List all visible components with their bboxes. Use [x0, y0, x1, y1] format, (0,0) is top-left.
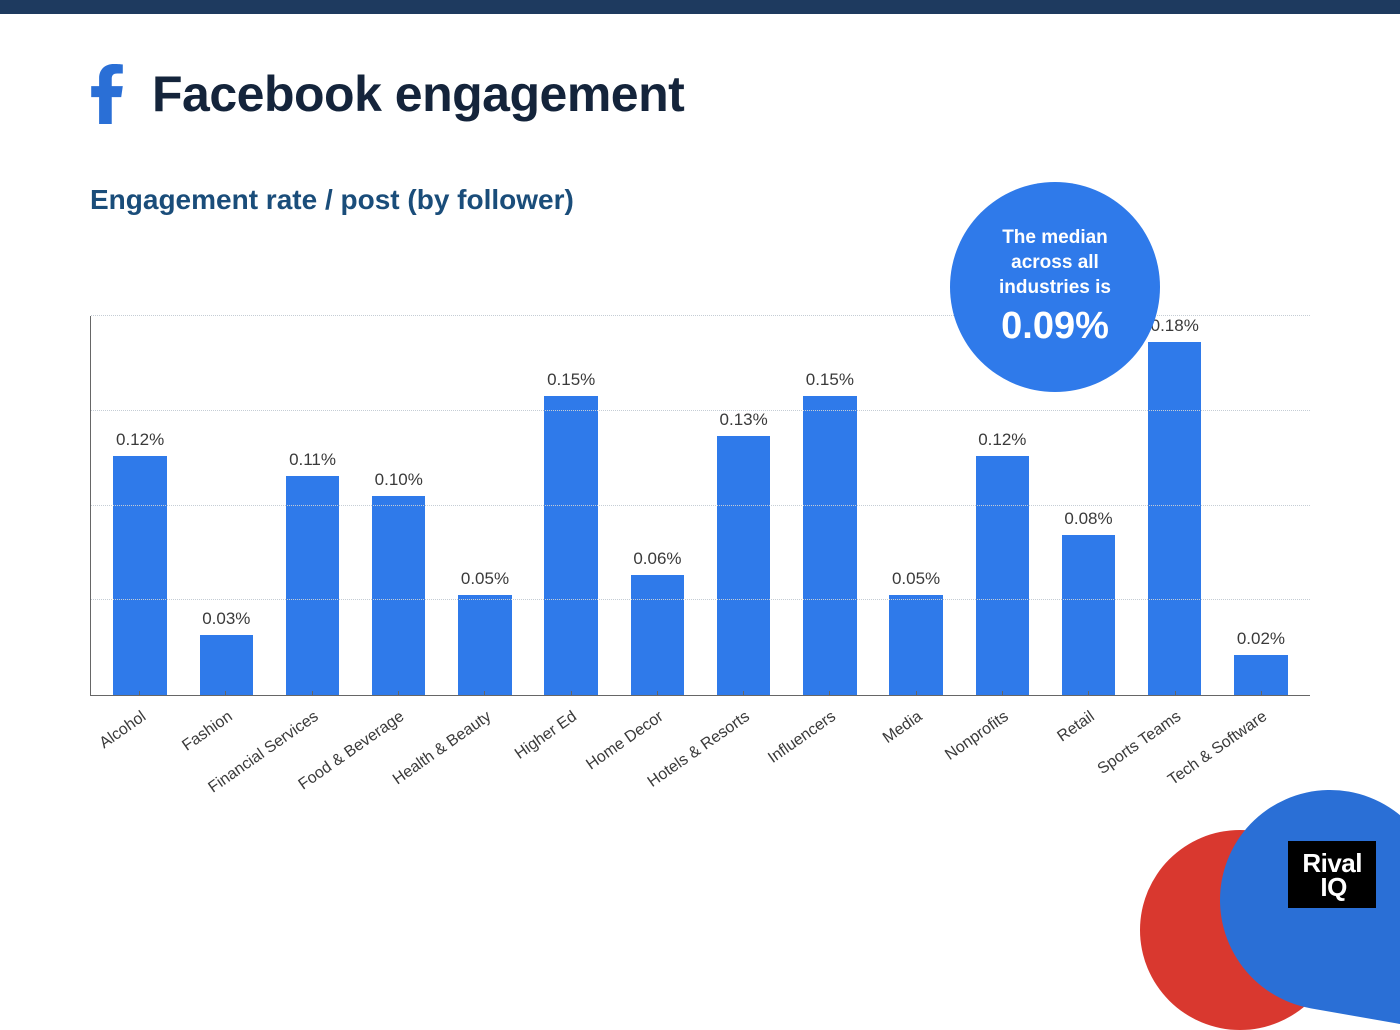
x-axis-tick	[1088, 691, 1089, 696]
rivaliq-logo: Rival IQ	[1288, 841, 1376, 908]
bar-value-label: 0.02%	[1237, 629, 1285, 649]
bar	[1148, 342, 1201, 695]
x-axis-tick	[1261, 691, 1262, 696]
x-axis-tick	[571, 691, 572, 696]
grid-line	[91, 505, 1310, 506]
bar-value-label: 0.15%	[806, 370, 854, 390]
x-axis-tick	[743, 691, 744, 696]
grid-line	[91, 410, 1310, 411]
bar-column: 0.06%	[614, 316, 700, 695]
x-axis-tick	[1002, 691, 1003, 696]
callout-value: 0.09%	[1001, 305, 1109, 348]
x-axis-tick	[1175, 691, 1176, 696]
content-area: Facebook engagement Engagement rate / po…	[0, 14, 1400, 806]
bar	[889, 595, 942, 695]
bar	[372, 496, 425, 695]
x-axis-tick	[657, 691, 658, 696]
top-accent-bar	[0, 0, 1400, 14]
facebook-icon	[90, 64, 124, 124]
bar	[717, 436, 770, 695]
bar	[113, 456, 166, 695]
bar	[200, 635, 253, 695]
bar	[458, 595, 511, 695]
header: Facebook engagement	[90, 64, 1310, 124]
bar-value-label: 0.05%	[461, 569, 509, 589]
bar	[631, 575, 684, 695]
x-axis-tick	[139, 691, 140, 696]
x-axis-label: Alcohol	[96, 696, 182, 806]
x-axis-tick	[916, 691, 917, 696]
bar	[976, 456, 1029, 695]
x-axis-label: Influencers	[786, 696, 872, 806]
grid-line	[91, 599, 1310, 600]
brand-logo-area: Rival IQ	[1140, 780, 1400, 930]
x-axis-tick	[829, 691, 830, 696]
bar-column: 0.15%	[528, 316, 614, 695]
callout-line: across all	[1011, 251, 1099, 276]
bar-column: 0.11%	[269, 316, 355, 695]
bar-value-label: 0.08%	[1064, 509, 1112, 529]
bar	[544, 396, 597, 695]
bar-column: 0.05%	[873, 316, 959, 695]
callout-line: The median	[1002, 226, 1108, 251]
bar-column: 0.02%	[1218, 316, 1304, 695]
bar	[286, 476, 339, 695]
x-axis-labels: AlcoholFashionFinancial ServicesFood & B…	[90, 696, 1310, 806]
bar-value-label: 0.12%	[978, 430, 1026, 450]
bar-column: 0.10%	[356, 316, 442, 695]
bar-column: 0.05%	[442, 316, 528, 695]
callout-line: industries is	[999, 276, 1111, 301]
bar-column: 0.15%	[787, 316, 873, 695]
bar	[1062, 535, 1115, 695]
bars-container: 0.12% 0.03% 0.11% 0.10% 0.05% 0.15% 0.06% 0.13%…	[91, 316, 1310, 695]
bar	[1234, 655, 1287, 695]
bar-value-label: 0.11%	[289, 450, 336, 470]
bar-value-label: 0.06%	[633, 549, 681, 569]
x-axis-tick	[312, 691, 313, 696]
bar-value-label: 0.15%	[547, 370, 595, 390]
bar-value-label: 0.18%	[1151, 316, 1199, 336]
logo-text-line2: IQ	[1320, 875, 1362, 900]
bar-value-label: 0.10%	[375, 470, 423, 490]
bar	[803, 396, 856, 695]
bar-value-label: 0.05%	[892, 569, 940, 589]
x-axis-tick	[484, 691, 485, 696]
x-axis-tick	[398, 691, 399, 696]
x-axis-label: Nonprofits	[959, 696, 1045, 806]
bar-column: 0.12%	[97, 316, 183, 695]
x-axis-tick	[225, 691, 226, 696]
plot-area: 0.12% 0.03% 0.11% 0.10% 0.05% 0.15% 0.06% 0.13%…	[90, 316, 1310, 696]
bar-value-label: 0.13%	[720, 410, 768, 430]
page-title: Facebook engagement	[152, 65, 684, 123]
bar-column: 0.03%	[183, 316, 269, 695]
bar-column: 0.13%	[701, 316, 787, 695]
bar-column: 0.18%	[1132, 316, 1218, 695]
bar-value-label: 0.03%	[202, 609, 250, 629]
bar-value-label: 0.12%	[116, 430, 164, 450]
median-callout: The median across all industries is 0.09…	[950, 182, 1160, 392]
